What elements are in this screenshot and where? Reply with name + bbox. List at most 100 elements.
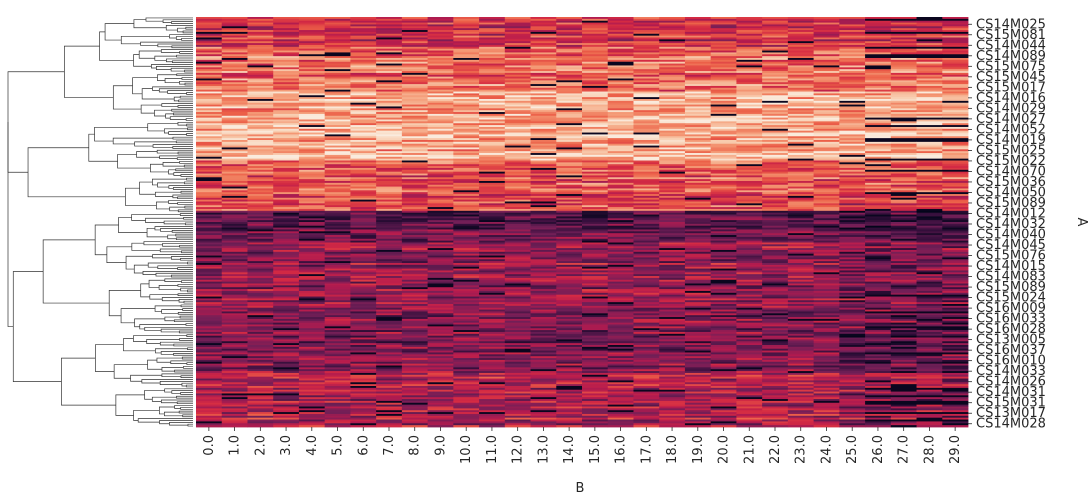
heatmap-cell [221,272,248,275]
heatmap-cell [762,201,789,204]
heatmap-cell [504,285,531,288]
heatmap-cell [607,69,634,72]
heatmap-cell [607,235,634,238]
heatmap-cell [659,85,686,89]
heatmap-cell [298,207,326,210]
heatmap-cell [633,26,660,29]
heatmap-cell [762,261,789,264]
heatmap-cell [298,130,326,133]
heatmap-cell [530,44,557,48]
heatmap-cell [504,119,531,122]
heatmap-cell [479,126,506,130]
heatmap-cell [839,266,866,269]
heatmap-cell [401,125,428,128]
heatmap-cell [582,305,609,309]
heatmap-cell [633,112,660,115]
heatmap-cell [479,162,506,165]
heatmap-cell [916,181,943,184]
heatmap-cell [247,253,274,256]
heatmap-cell [865,80,892,83]
heatmap-cell [556,121,583,124]
heatmap-cell [247,311,274,314]
heatmap-cell [942,100,969,104]
heatmap-cell [530,31,557,35]
heatmap-cell [427,41,454,44]
heatmap-cell [942,95,969,98]
heatmap-cell [298,28,326,31]
heatmap-cell [916,227,943,230]
heatmap-cell [247,59,274,63]
heatmap-cell [196,37,223,40]
heatmap-cell [196,208,223,212]
heatmap-cell [453,84,480,87]
heatmap-cell [196,74,223,78]
heatmap-cell [453,197,480,201]
heatmap-cell [633,121,660,124]
heatmap-cell [479,214,506,217]
heatmap-cell [479,210,506,214]
heatmap-cell [890,138,917,141]
heatmap-cell [839,41,866,44]
heatmap-cell [196,24,223,27]
heatmap-cell [813,304,840,307]
heatmap-cell [298,20,326,23]
heatmap-cell [196,50,223,53]
heatmap-cell [479,153,506,156]
heatmap-cell [813,281,840,284]
heatmap-cell [916,223,943,227]
heatmap-cell [659,48,686,51]
heatmap-cell [247,304,274,307]
heatmap-cell [376,151,403,154]
heatmap-cell [839,59,866,63]
heatmap-cell [736,84,763,87]
heatmap-cell [196,63,223,66]
heatmap-cell [582,298,609,301]
heatmap-cell [273,203,300,206]
heatmap-cell [736,300,763,303]
heatmap-cell [247,292,274,296]
heatmap-cell [736,208,763,212]
heatmap-cell [479,69,506,72]
heatmap-cell [298,244,326,247]
heatmap-cell [479,186,506,189]
heatmap-cell [787,290,814,294]
heatmap-cell [813,190,840,193]
heatmap-cell [556,199,583,202]
heatmap-cell [787,97,814,100]
heatmap-cell [916,236,943,240]
dendrogram-link [12,271,62,382]
heatmap-cell [530,205,557,208]
heatmap-cell [196,48,223,51]
heatmap-cell [401,261,428,264]
heatmap-cell [710,72,737,76]
heatmap-cell [659,119,686,122]
heatmap-cell [504,26,531,29]
heatmap-cell [787,181,814,184]
heatmap-cell [762,85,789,89]
heatmap-cell [736,54,763,57]
heatmap-cell [221,132,248,135]
heatmap-cell [196,309,223,312]
heatmap-cell [273,222,300,225]
heatmap-cell [324,67,351,70]
heatmap-cell [247,231,274,234]
heatmap-cell [376,82,403,85]
heatmap-cell [684,276,712,279]
heatmap-cell [298,91,326,94]
heatmap-cell [736,100,763,104]
heatmap-cell [787,17,814,20]
heatmap-cell [787,171,814,174]
heatmap-cell [453,160,480,163]
heatmap-cell [839,285,866,288]
heatmap-cell [942,261,969,264]
heatmap-cell [247,106,274,109]
dendrogram-link [133,335,187,342]
heatmap-cell [530,272,557,275]
heatmap-cell [221,175,248,178]
heatmap-cell [659,115,686,119]
heatmap-cell [350,274,377,277]
heatmap-cell [633,85,660,89]
heatmap-cell [762,158,789,161]
heatmap-cell [582,214,609,217]
heatmap-cell [942,108,969,111]
